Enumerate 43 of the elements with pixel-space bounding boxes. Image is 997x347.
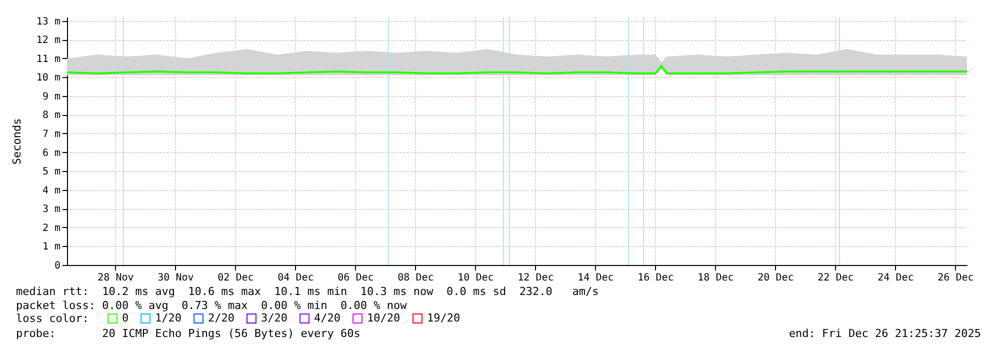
y-tick-label: 2 m xyxy=(42,222,60,234)
legend-title: loss color: xyxy=(16,312,89,325)
text: packet loss: 0.00 % avg 0.73 % max 0.00 % min 0.00 % now xyxy=(16,299,407,313)
legend-label: 19/20 xyxy=(427,312,460,325)
y-tick-label: 6 m xyxy=(42,148,60,159)
x-tick-label: 30 Nov xyxy=(158,272,194,284)
x-tick-label: 16 Dec xyxy=(638,272,674,284)
legend-label: 3/20 xyxy=(261,312,288,325)
y-tick-label: 4 m xyxy=(42,185,60,196)
x-tick-label: 28 Nov xyxy=(98,272,134,284)
y-tick-label: 9 m xyxy=(42,91,60,102)
legend-label: 0 xyxy=(122,312,129,325)
text: median rtt: 10.2 ms avg 10.6 ms max 10.1 ms min 10.3 ms now 0.0 ms sd 232.0 am/s xyxy=(16,285,599,299)
x-tick-label: 06 Dec xyxy=(338,272,374,284)
y-axis-title: Seconds xyxy=(10,118,24,165)
x-tick-label: 04 Dec xyxy=(278,272,314,284)
x-tick-label: 12 Dec xyxy=(518,272,554,284)
x-tick-label: 18 Dec xyxy=(698,272,734,284)
text: end: Fri Dec 26 21:25:37 2025 xyxy=(788,327,981,341)
legend-label: 1/20 xyxy=(155,312,182,325)
line-series xyxy=(66,64,968,74)
legend-label: 2/20 xyxy=(208,312,234,325)
x-tick-label: 24 Dec xyxy=(878,272,914,284)
y-tick-label: 11 m xyxy=(36,54,60,65)
x-tick-label: 08 Dec xyxy=(398,272,434,284)
x-tick-label: 14 Dec xyxy=(578,272,614,284)
y-tick-label: 5 m xyxy=(42,166,60,178)
y-tick-label: 12 m xyxy=(36,35,60,46)
y-tick-label: 0 xyxy=(54,260,60,272)
x-tick-label: 26 Dec xyxy=(938,272,974,284)
y-tick-label: 13 m xyxy=(36,16,60,28)
legend-label: 4/20 xyxy=(314,312,340,325)
x-tick-label: 22 Dec xyxy=(818,272,854,284)
y-tick-label: 8 m xyxy=(42,110,60,122)
y-tick-label: 7 m xyxy=(42,128,60,140)
y-tick-label: 1 m xyxy=(42,242,60,253)
y-tick-label: 3 m xyxy=(42,204,60,216)
x-tick-label: 02 Dec xyxy=(218,272,254,284)
text: probe: 20 ICMP Echo Pings (56 Bytes) every 60s xyxy=(16,327,360,341)
y-tick-label: 10 m xyxy=(36,72,60,84)
x-tick-label: 20 Dec xyxy=(758,272,794,284)
x-tick-label: 10 Dec xyxy=(458,272,494,284)
legend-label: 10/20 xyxy=(367,312,400,325)
